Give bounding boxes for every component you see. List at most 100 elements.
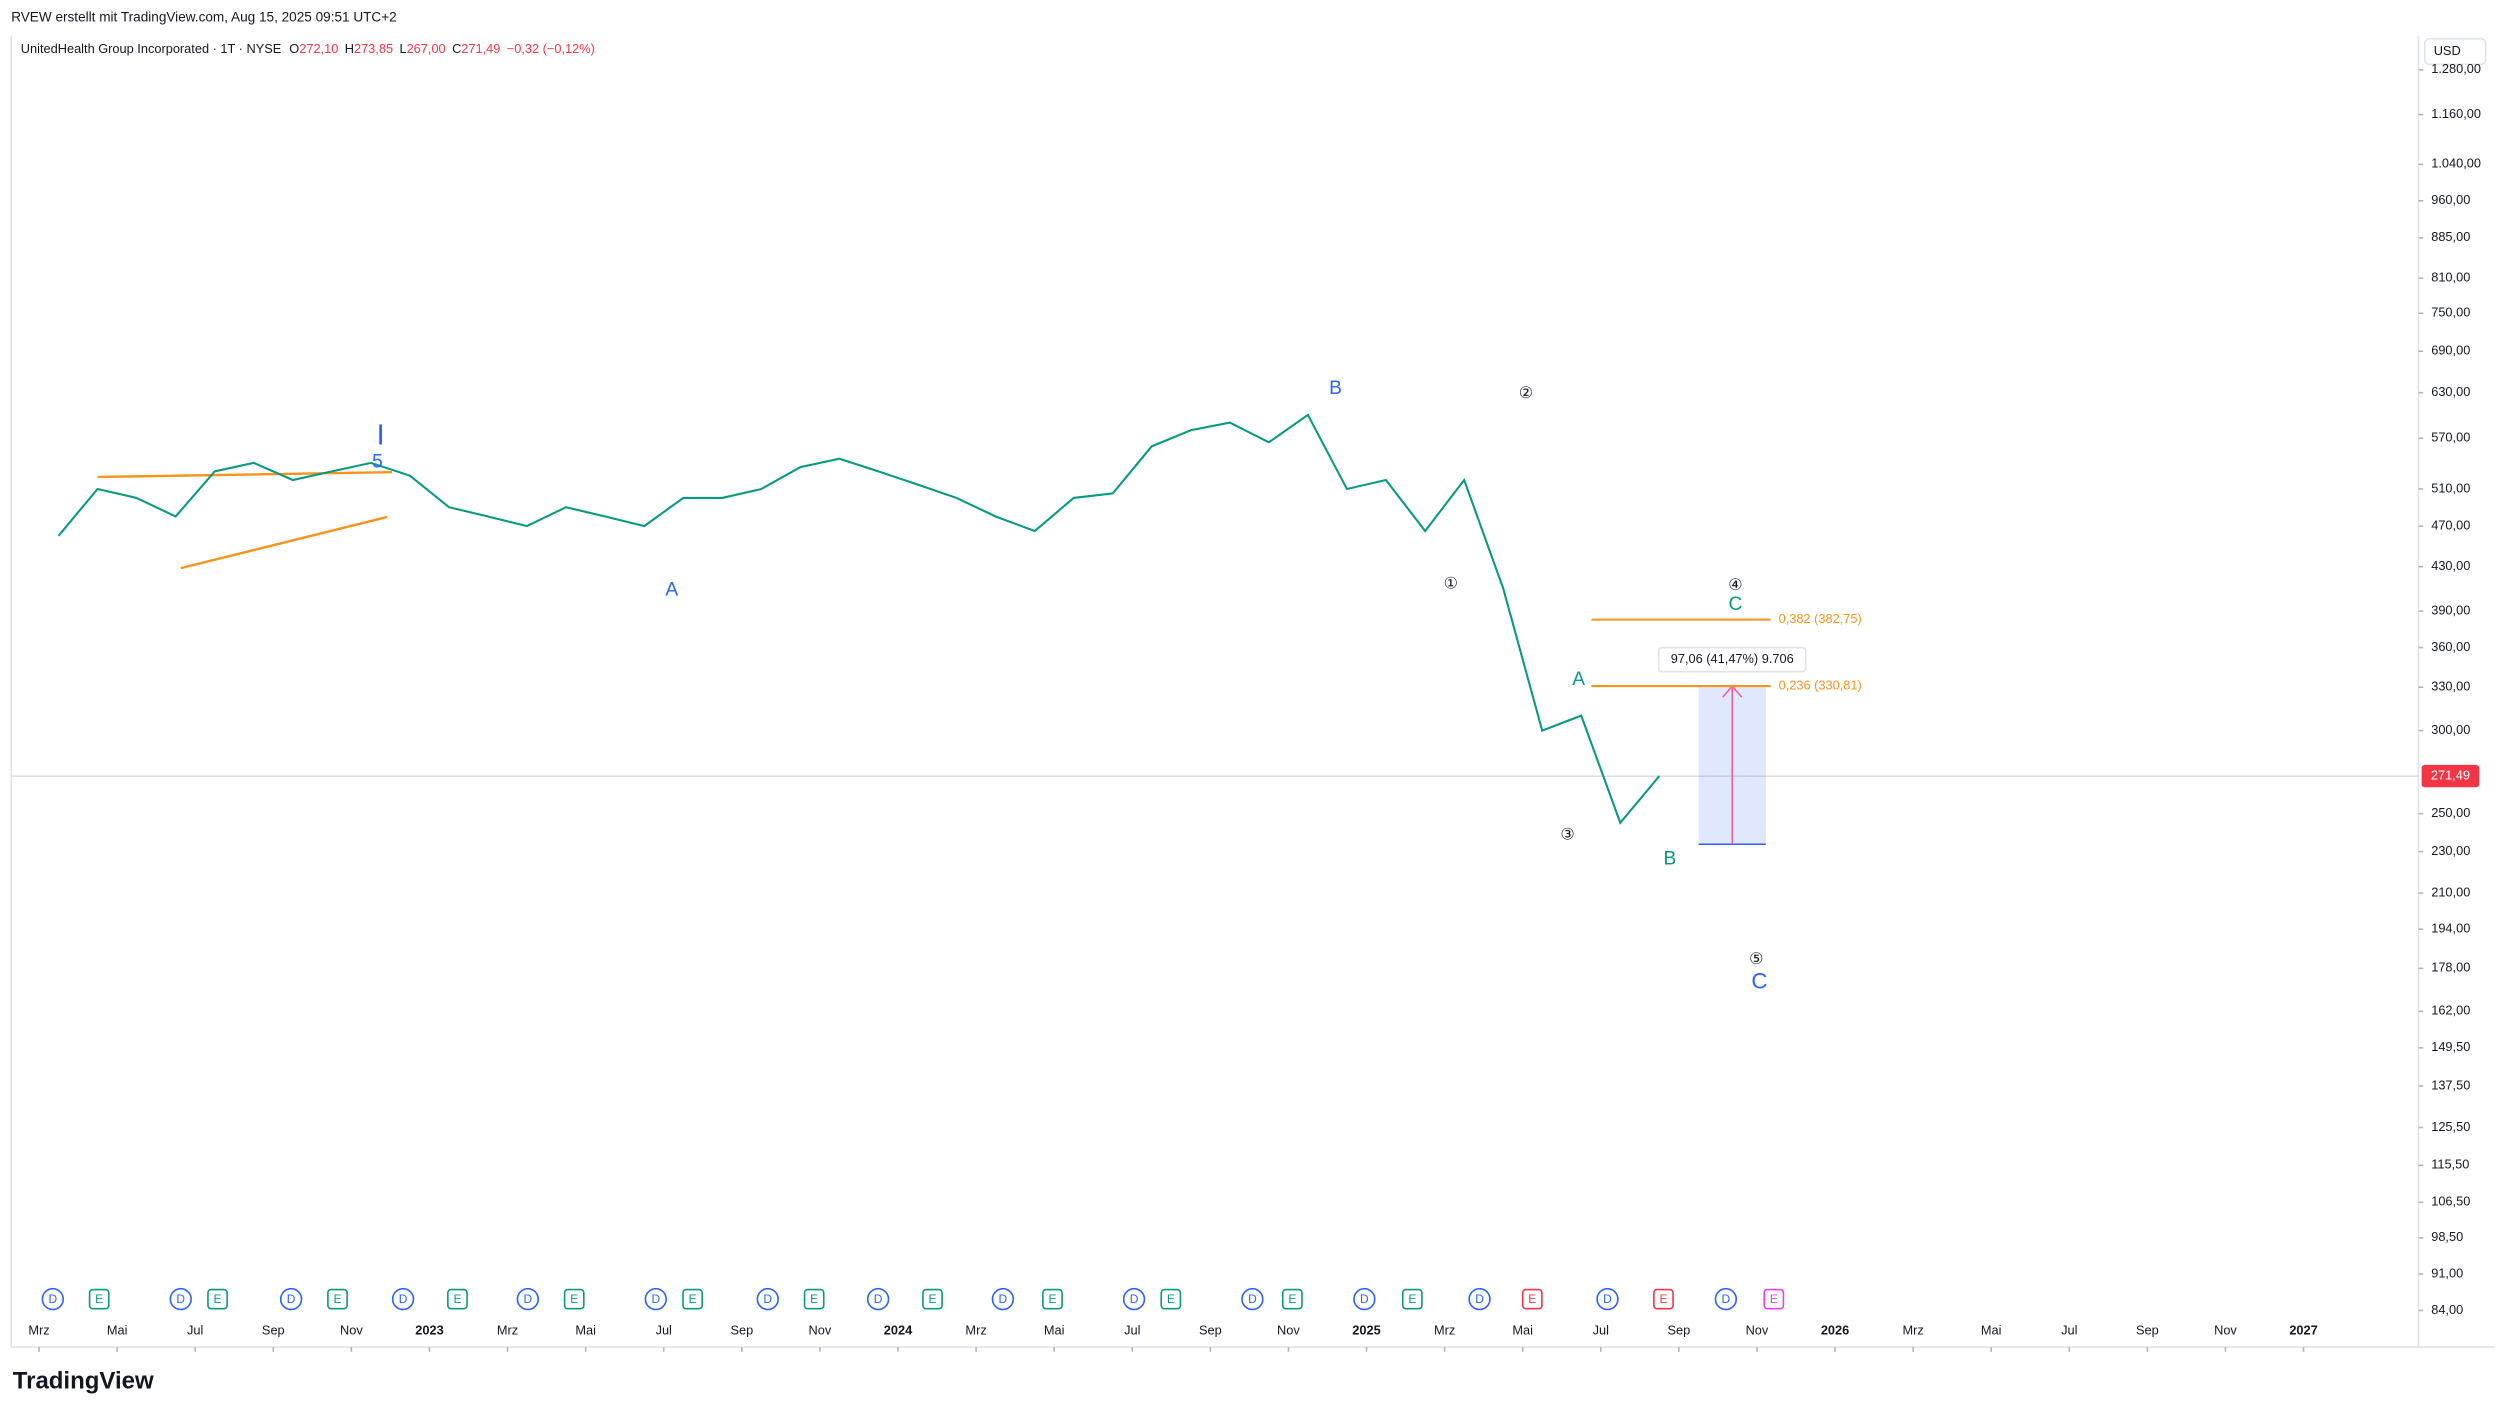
event-label[interactable]: E [929, 1292, 937, 1306]
wave-label: ④ [1728, 577, 1742, 594]
event-label[interactable]: E [453, 1292, 461, 1306]
event-marker[interactable] [447, 1288, 468, 1310]
event-label[interactable]: D [1603, 1292, 1612, 1306]
trendline [97, 470, 392, 479]
event-label[interactable]: E [1659, 1292, 1667, 1306]
event-label[interactable]: D [48, 1292, 57, 1306]
event-label[interactable]: D [1722, 1292, 1731, 1306]
wave-label: ② [1519, 385, 1533, 402]
event-marker[interactable] [682, 1288, 703, 1310]
x-tick-label: 2023 [415, 1322, 443, 1337]
event-marker[interactable] [756, 1287, 779, 1311]
event-marker[interactable] [1596, 1287, 1619, 1311]
y-tick-label: 810,00 [2431, 270, 2470, 285]
event-marker[interactable] [1401, 1288, 1423, 1310]
x-tick-label: 2025 [1352, 1322, 1380, 1337]
x-tick-label: 2026 [1821, 1322, 1849, 1337]
event-label[interactable]: E [1048, 1292, 1056, 1306]
event-marker[interactable] [1763, 1288, 1785, 1310]
event-marker[interactable] [1160, 1288, 1182, 1310]
x-tick-label: Jul [187, 1322, 203, 1337]
y-tick-label: 149,50 [2431, 1039, 2470, 1054]
y-tick-label: 250,00 [2431, 805, 2470, 820]
credit: RVEW erstellt mit TradingView.com, Aug 1… [11, 10, 397, 25]
event-marker[interactable] [391, 1287, 415, 1311]
event-label[interactable]: D [1360, 1292, 1369, 1306]
y-tick-label: 1.040,00 [2431, 156, 2481, 171]
event-label[interactable]: E [214, 1292, 222, 1306]
fib-label: 0,236 (330,81) [1779, 677, 1862, 692]
event-label[interactable]: E [1770, 1292, 1778, 1306]
y-tick-label: 137,50 [2431, 1077, 2470, 1092]
event-marker[interactable] [327, 1288, 348, 1310]
event-label[interactable]: D [999, 1292, 1008, 1306]
event-marker[interactable] [866, 1287, 890, 1311]
logo: TradingView [13, 1368, 154, 1395]
event-marker[interactable] [1122, 1287, 1146, 1311]
x-tick-label: Mai [1981, 1322, 2002, 1337]
event-label[interactable]: E [1528, 1292, 1536, 1306]
ohlc-key: H [345, 41, 354, 56]
event-label[interactable]: D [176, 1292, 185, 1306]
event-marker[interactable] [1521, 1288, 1543, 1310]
x-tick-label: Nov [2214, 1322, 2237, 1337]
event-marker[interactable] [279, 1287, 303, 1311]
y-tick-label: 125,50 [2431, 1119, 2470, 1134]
event-label[interactable]: E [570, 1292, 578, 1306]
event-label[interactable]: D [287, 1292, 296, 1306]
event-marker[interactable] [563, 1288, 585, 1310]
x-tick-label: Mrz [1434, 1322, 1455, 1337]
y-tick-label: 194,00 [2431, 921, 2470, 936]
wave-label: A [1572, 669, 1585, 690]
event-marker[interactable] [1042, 1288, 1063, 1310]
event-label[interactable]: E [333, 1292, 341, 1306]
event-label[interactable]: D [524, 1292, 533, 1306]
event-marker[interactable] [1653, 1288, 1674, 1310]
x-tick-label: Sep [2136, 1322, 2159, 1337]
event-label[interactable]: E [810, 1292, 818, 1306]
event-marker[interactable] [1281, 1288, 1303, 1310]
event-label[interactable]: E [1408, 1292, 1416, 1306]
x-tick-label: Jul [1593, 1322, 1609, 1337]
event-marker[interactable] [991, 1287, 1015, 1311]
event-marker[interactable] [922, 1288, 943, 1310]
event-marker[interactable] [1468, 1287, 1491, 1311]
event-label[interactable]: E [1288, 1292, 1296, 1306]
event-marker[interactable] [644, 1287, 667, 1311]
event-label[interactable]: E [689, 1292, 697, 1306]
ohlc-value: 267,00 [407, 41, 446, 56]
event-label[interactable]: D [874, 1292, 883, 1306]
event-label[interactable]: D [651, 1292, 660, 1306]
event-label[interactable]: D [1475, 1292, 1484, 1306]
event-marker[interactable] [1714, 1287, 1738, 1311]
event-marker[interactable] [516, 1287, 540, 1311]
ohlc-key: L [399, 41, 406, 56]
event-marker[interactable] [803, 1288, 825, 1310]
fib-label: 0,382 (382,75) [1779, 611, 1862, 626]
y-tick-label: 84,00 [2431, 1302, 2463, 1317]
x-tick-label: 2027 [2289, 1322, 2317, 1337]
event-marker[interactable] [41, 1287, 64, 1311]
currency-box[interactable] [2424, 37, 2487, 66]
event-label[interactable]: E [1167, 1292, 1175, 1306]
event-marker[interactable] [88, 1288, 110, 1310]
event-label[interactable]: D [1130, 1292, 1139, 1306]
event-label[interactable]: D [399, 1292, 408, 1306]
event-label[interactable]: E [95, 1292, 103, 1306]
y-tick-label: 330,00 [2431, 679, 2470, 694]
event-marker[interactable] [1241, 1287, 1264, 1311]
event-marker[interactable] [207, 1288, 228, 1310]
x-tick-label: Sep [262, 1322, 285, 1337]
event-label[interactable]: D [763, 1292, 772, 1306]
event-marker[interactable] [169, 1287, 192, 1311]
ohlc-value: 273,85 [354, 41, 393, 56]
y-tick-label: 885,00 [2431, 229, 2470, 244]
currency[interactable]: USD [2434, 43, 2461, 58]
x-tick-label: Nov [1277, 1322, 1300, 1337]
y-tick-label: 230,00 [2431, 843, 2470, 858]
event-label[interactable]: D [1248, 1292, 1257, 1306]
measure-label-box [1657, 646, 1807, 673]
event-marker[interactable] [1353, 1287, 1376, 1311]
